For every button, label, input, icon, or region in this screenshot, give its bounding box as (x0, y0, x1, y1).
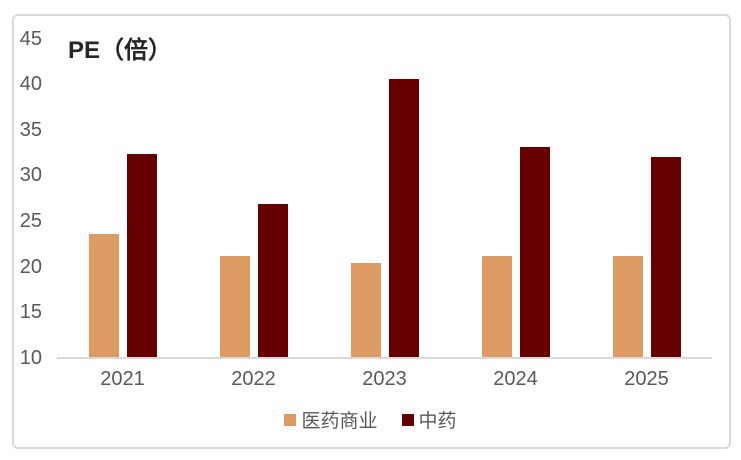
y-tick-label: 15 (19, 301, 42, 324)
x-axis-line (57, 357, 712, 359)
bar-series-1-2021 (88, 233, 119, 357)
y-tick-label: 25 (19, 210, 42, 233)
legend-item-1: 医药商业 (284, 406, 378, 433)
x-tick-label: 2021 (100, 368, 145, 390)
y-tick-label: 35 (19, 118, 42, 141)
x-tick-label: 2024 (493, 368, 538, 390)
bar-series-1-2025 (612, 255, 643, 357)
x-tick-label: 2023 (362, 368, 407, 390)
legend-swatch-icon (284, 413, 297, 426)
bar-series-1-2022 (219, 255, 250, 357)
bar-series-2-2025 (650, 157, 681, 357)
y-tick-label: 20 (19, 255, 42, 278)
bar-series-2-2022 (257, 203, 288, 357)
y-tick-label: 30 (19, 164, 42, 187)
bar-series-1-2024 (481, 255, 512, 357)
x-tick-label: 2025 (624, 368, 669, 390)
chart-title: PE（倍） (68, 37, 173, 64)
bar-series-2-2021 (126, 154, 157, 357)
x-tick-label: 2022 (231, 368, 276, 390)
bar-series-2-2023 (388, 79, 419, 357)
legend: 医药商业 中药 (0, 406, 741, 433)
bar-series-2-2024 (519, 147, 550, 357)
legend-label: 中药 (418, 411, 457, 432)
y-tick-label: 45 (19, 27, 42, 50)
bar-series-1-2023 (350, 262, 381, 357)
legend-item-2: 中药 (401, 406, 457, 433)
legend-label: 医药商业 (301, 411, 378, 432)
y-tick-label: 40 (19, 73, 42, 96)
y-tick-label: 10 (19, 347, 42, 369)
legend-swatch-icon (401, 413, 414, 426)
